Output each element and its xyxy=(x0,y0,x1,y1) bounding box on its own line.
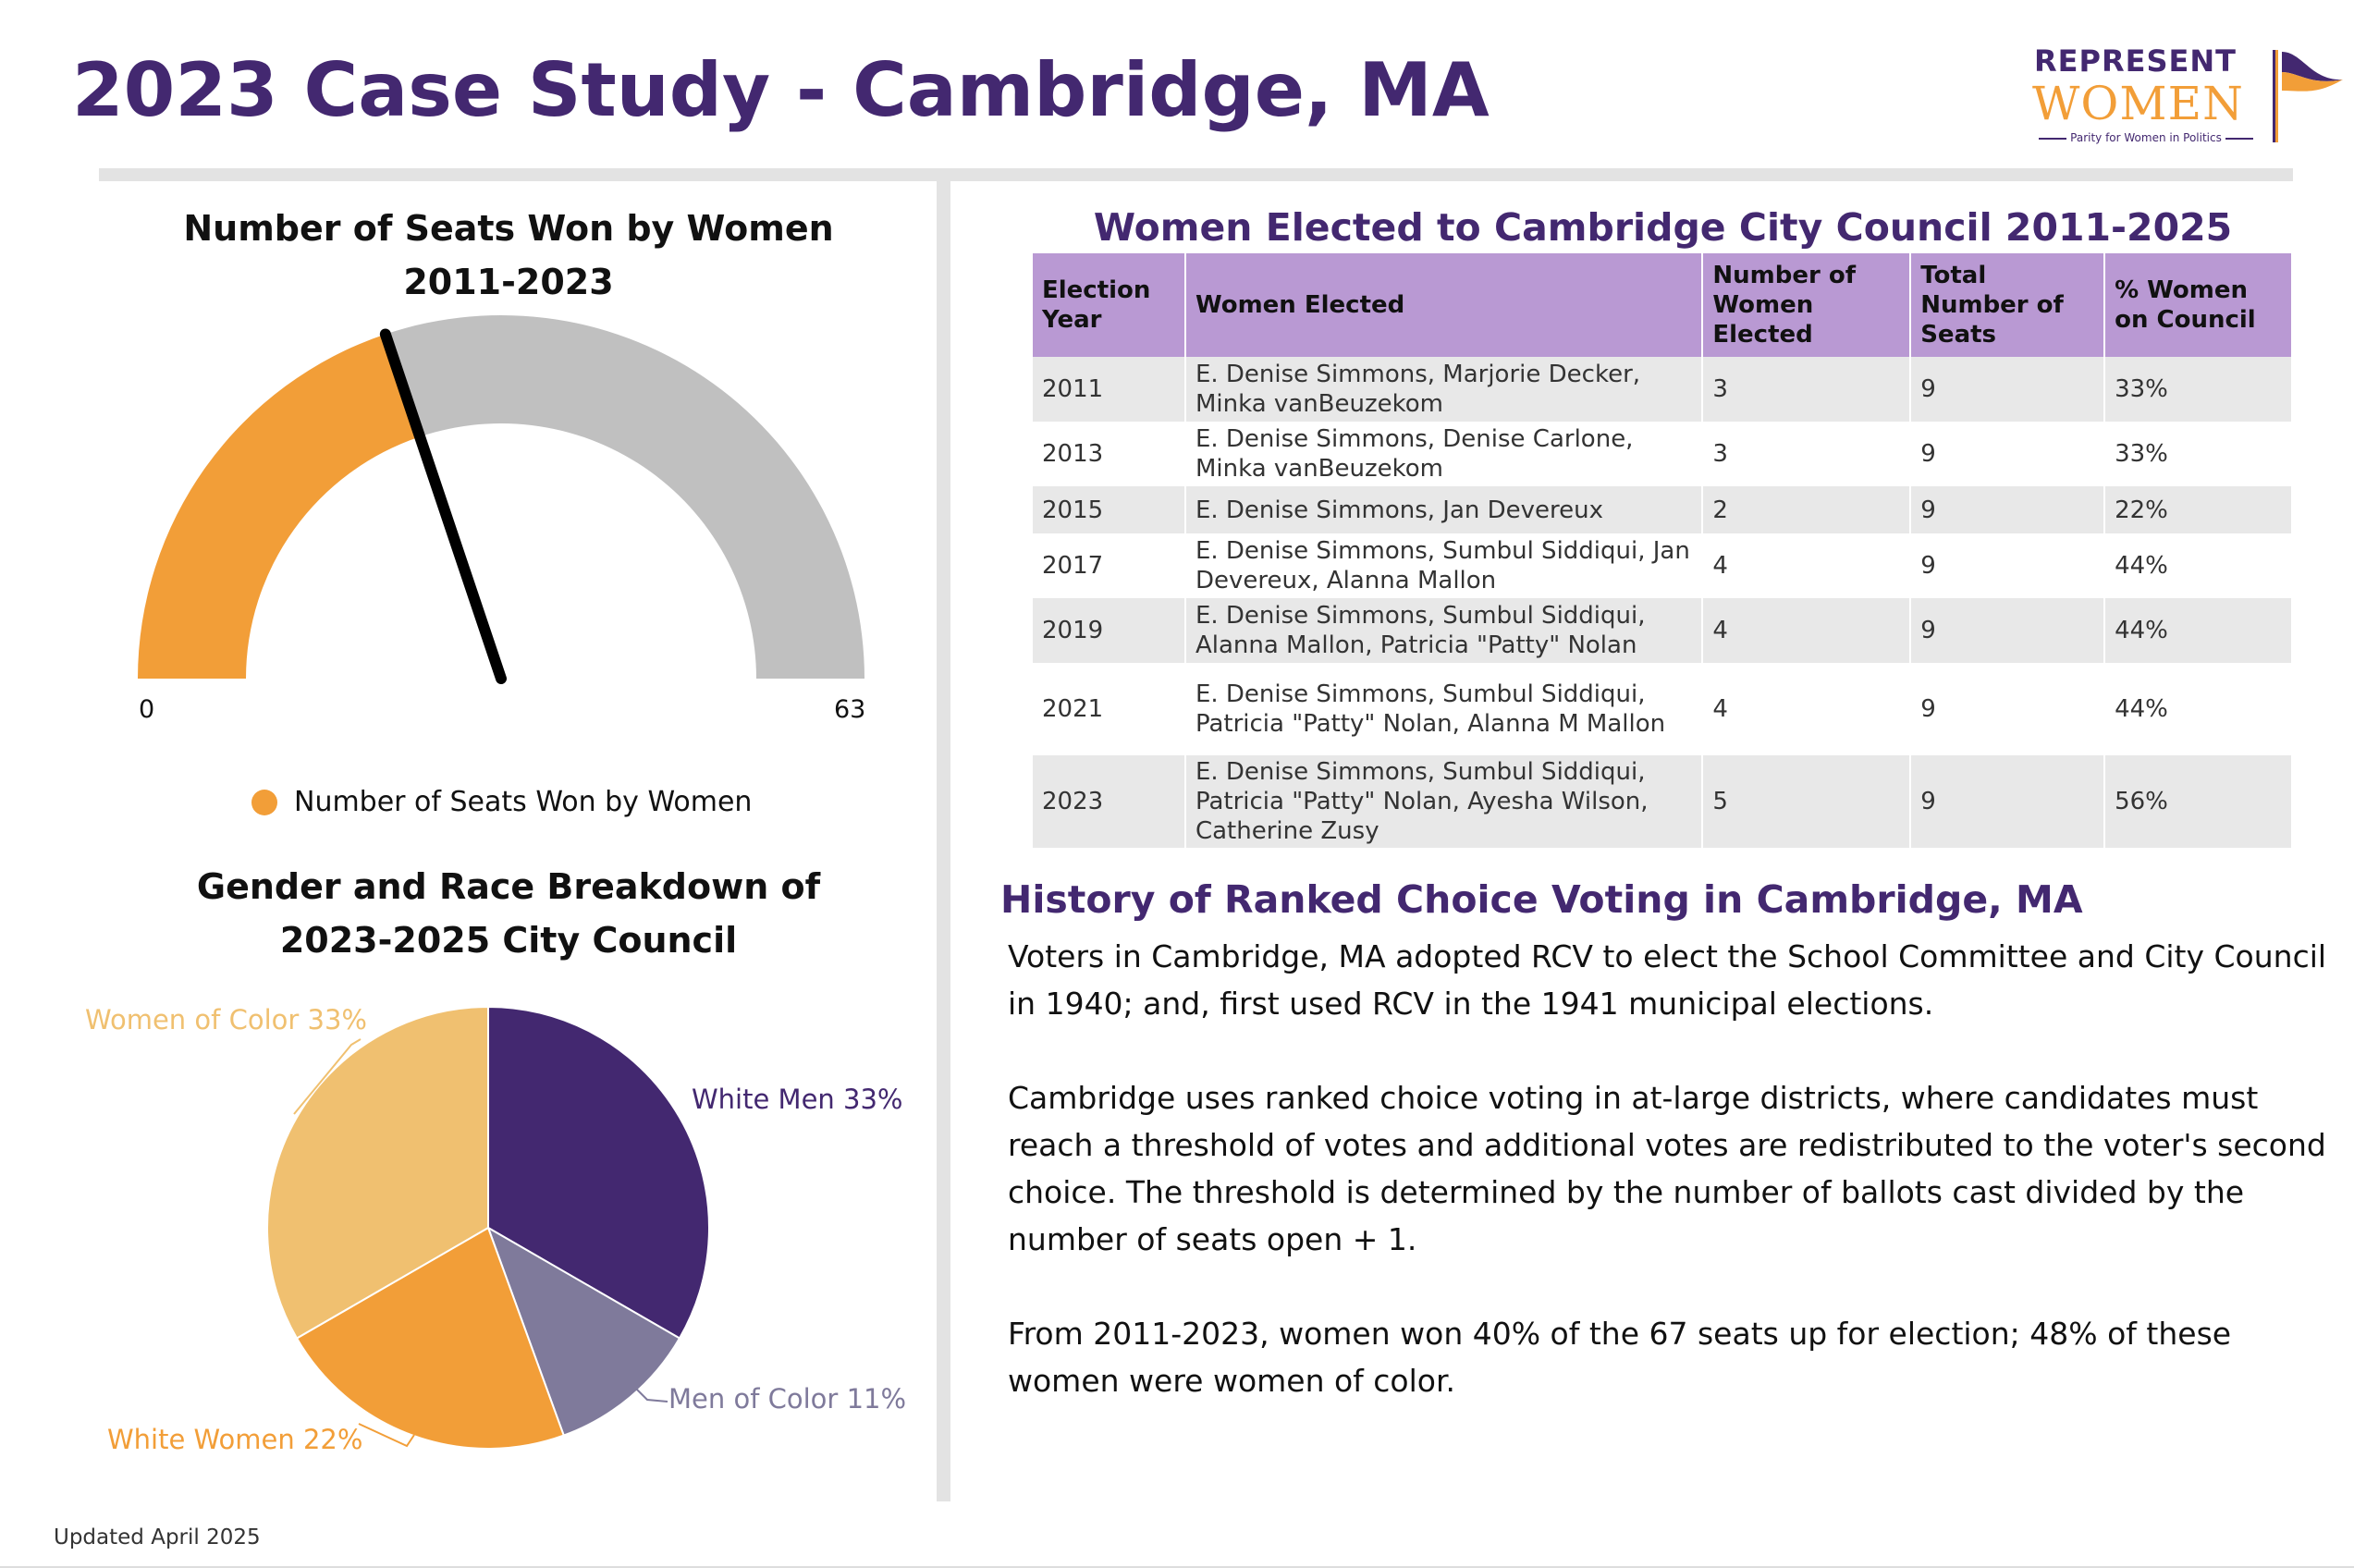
pie-label-white-women: White Women 22% xyxy=(107,1424,363,1455)
cell-women: E. Denise Simmons, Sumbul Siddiqui, Patr… xyxy=(1184,755,1704,848)
cell-count: 2 xyxy=(1702,486,1912,533)
right-column: Women Elected to Cambridge City Council … xyxy=(1000,202,2341,1404)
col-header-count: Number of Women Elected xyxy=(1702,253,1912,357)
pie-label-women-of-color: Women of Color 33% xyxy=(85,1004,367,1035)
pie-title-line1: Gender and Race Breakdown of xyxy=(196,866,821,907)
logo-text-women: WOMEN xyxy=(2032,77,2244,130)
cell-percent: 33% xyxy=(2104,422,2293,486)
footer-divider xyxy=(0,1566,2354,1568)
gauge-legend: Number of Seats Won by Women xyxy=(251,786,752,818)
cell-seats: 9 xyxy=(1910,486,2106,533)
table-row: 2021 E. Denise Simmons, Sumbul Siddiqui, … xyxy=(1033,663,2293,755)
gauge-remaining-arc xyxy=(385,314,865,679)
header-divider xyxy=(99,168,2293,181)
history-paragraph-1: Voters in Cambridge, MA adopted RCV to e… xyxy=(1008,938,2327,1022)
flag-pennant-icon xyxy=(2282,52,2343,92)
pie-slice-women-of-color xyxy=(266,1005,489,1340)
table-row: 2017 E. Denise Simmons, Sumbul Siddiqui, … xyxy=(1033,533,2293,598)
cell-year: 2011 xyxy=(1033,357,1186,422)
cell-women: E. Denise Simmons, Jan Devereux xyxy=(1184,486,1704,533)
cell-seats: 9 xyxy=(1910,663,2106,755)
cell-seats: 9 xyxy=(1910,533,2106,598)
table-row: 2013 E. Denise Simmons, Denise Carlone, M… xyxy=(1033,422,2293,486)
pie-title: Gender and Race Breakdown of 2023-2025 C… xyxy=(111,860,906,967)
pie-title-line2: 2023-2025 City Council xyxy=(279,920,738,961)
logo-text-represent: REPRESENT xyxy=(2034,43,2237,79)
cell-percent: 44% xyxy=(2104,663,2293,755)
cell-seats: 9 xyxy=(1910,422,2106,486)
cell-seats: 9 xyxy=(1910,357,2106,422)
column-divider xyxy=(937,181,950,1501)
pie-leader-white-women xyxy=(358,1423,415,1448)
cell-count: 4 xyxy=(1702,533,1912,598)
cell-women: E. Denise Simmons, Sumbul Siddiqui, Alan… xyxy=(1184,598,1704,663)
history-paragraph-2: Cambridge uses ranked choice voting in a… xyxy=(1008,1080,2326,1257)
cell-women: E. Denise Simmons, Sumbul Siddiqui, Jan … xyxy=(1184,533,1704,598)
cell-year: 2017 xyxy=(1033,533,1186,598)
table-row: 2019 E. Denise Simmons, Sumbul Siddiqui, … xyxy=(1033,598,2293,663)
cell-count: 3 xyxy=(1702,357,1912,422)
col-header-women: Women Elected xyxy=(1184,253,1704,357)
page-title: 2023 Case Study - Cambridge, MA xyxy=(72,47,1490,133)
gauge-title-line2: 2011-2023 xyxy=(403,262,614,302)
cell-count: 4 xyxy=(1702,663,1912,755)
table-row: 2023 E. Denise Simmons, Sumbul Siddiqui, … xyxy=(1033,755,2293,848)
cell-count: 5 xyxy=(1702,755,1912,848)
legend-label: Number of Seats Won by Women xyxy=(294,786,753,818)
represent-women-logo: REPRESENT WOMEN Parity for Women in Poli… xyxy=(2030,44,2345,148)
history-paragraph-3: From 2011-2023, women won 40% of the 67 … xyxy=(1008,1316,2232,1399)
cell-women: E. Denise Simmons, Sumbul Siddiqui, Patr… xyxy=(1184,663,1704,755)
gauge-max-label: 63 xyxy=(834,695,866,724)
cell-year: 2021 xyxy=(1033,663,1186,755)
cell-year: 2019 xyxy=(1033,598,1186,663)
women-elected-table: Election Year Women Elected Number of Wo… xyxy=(1033,253,2293,848)
gauge-title-line1: Number of Seats Won by Women xyxy=(183,208,834,249)
cell-percent: 56% xyxy=(2104,755,2293,848)
cell-women: E. Denise Simmons, Denise Carlone, Minka… xyxy=(1184,422,1704,486)
flag-icon xyxy=(2273,50,2278,142)
pie-chart xyxy=(266,1005,710,1450)
cell-year: 2013 xyxy=(1033,422,1186,486)
pie-leader-women-of-color xyxy=(293,1038,362,1115)
col-header-percent: % Women on Council xyxy=(2104,253,2293,357)
table-header-row: Election Year Women Elected Number of Wo… xyxy=(1033,253,2293,357)
pie-label-white-men: White Men 33% xyxy=(692,1084,903,1115)
cell-count: 3 xyxy=(1702,422,1912,486)
gauge-chart xyxy=(138,314,865,684)
logo-tagline: Parity for Women in Politics xyxy=(2030,131,2262,144)
cell-seats: 9 xyxy=(1910,755,2106,848)
pie-label-men-of-color: Men of Color 11% xyxy=(668,1383,907,1415)
pie-slice-white-men xyxy=(487,1005,710,1340)
pie-slice-white-women xyxy=(295,1226,566,1450)
cell-percent: 33% xyxy=(2104,357,2293,422)
gauge-min-label: 0 xyxy=(139,695,155,724)
cell-year: 2023 xyxy=(1033,755,1186,848)
history-title: History of Ranked Choice Voting in Cambr… xyxy=(1000,877,2083,922)
col-header-year: Election Year xyxy=(1033,253,1186,357)
legend-swatch xyxy=(251,789,277,815)
cell-count: 4 xyxy=(1702,598,1912,663)
cell-percent: 44% xyxy=(2104,598,2293,663)
col-header-seats: Total Number of Seats xyxy=(1910,253,2106,357)
gauge-needle xyxy=(379,328,507,684)
cell-seats: 9 xyxy=(1910,598,2106,663)
gauge-value-arc xyxy=(138,334,421,679)
table-row: 2011 E. Denise Simmons, Marjorie Decker, … xyxy=(1033,357,2293,422)
pie-leader-men-of-color xyxy=(630,1382,668,1403)
table-title: Women Elected to Cambridge City Council … xyxy=(1093,205,2233,250)
cell-year: 2015 xyxy=(1033,486,1186,533)
cell-percent: 22% xyxy=(2104,486,2293,533)
table-row: 2015 E. Denise Simmons, Jan Devereux 2 9 22% xyxy=(1033,486,2293,533)
updated-date: Updated April 2025 xyxy=(54,1525,261,1550)
cell-women: E. Denise Simmons, Marjorie Decker, Mink… xyxy=(1184,357,1704,422)
cell-percent: 44% xyxy=(2104,533,2293,598)
gauge-title: Number of Seats Won by Women 2011-2023 xyxy=(111,202,906,309)
